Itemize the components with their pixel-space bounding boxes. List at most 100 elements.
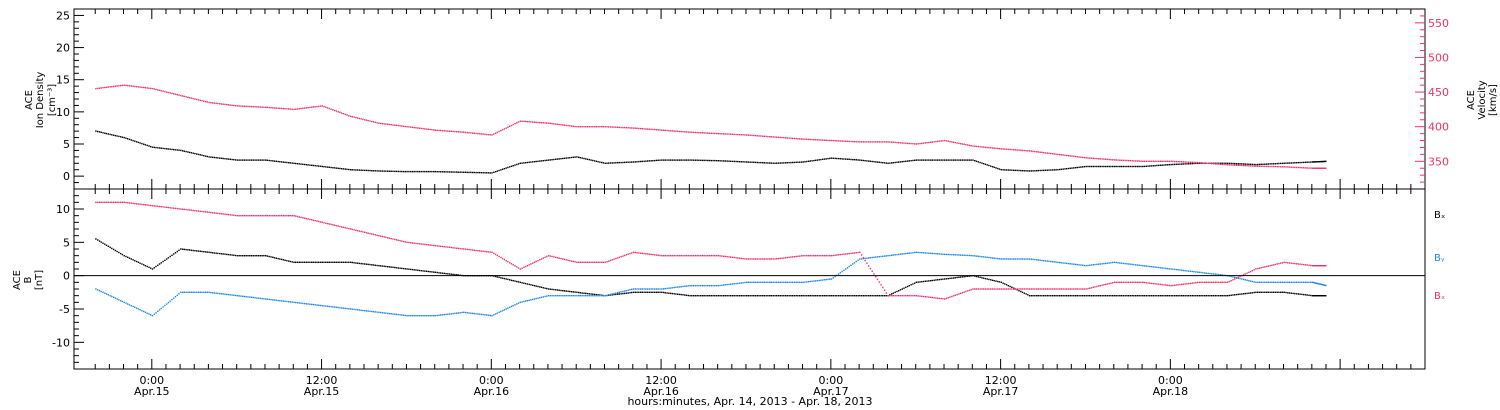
bz-point (328, 223, 330, 225)
density-point (813, 159, 815, 162)
density-point (843, 158, 845, 160)
bx-point (866, 295, 868, 297)
bz-point (731, 256, 734, 258)
bx-point (1219, 295, 1222, 297)
density-point (387, 170, 389, 172)
by-point (986, 256, 988, 258)
bx-point (1249, 292, 1252, 294)
velocity-point (578, 126, 580, 128)
velocity-point (392, 124, 394, 126)
by-point (694, 285, 697, 287)
velocity-point (689, 131, 691, 133)
bz-point (563, 258, 566, 261)
by-point (975, 255, 978, 257)
velocity-point (786, 137, 788, 139)
velocity-point (116, 85, 118, 87)
velocity-point (595, 126, 598, 128)
top-right-tick-label: 550 (1428, 17, 1449, 30)
by-point (105, 293, 108, 295)
by-point (981, 256, 983, 258)
velocity-point (891, 141, 893, 143)
bz-point (1219, 281, 1222, 283)
velocity-point (114, 85, 117, 87)
by-point (813, 280, 815, 282)
bz-point (1092, 286, 1094, 288)
bz-point (1103, 284, 1105, 286)
density-point (1085, 165, 1087, 168)
bx-point (325, 261, 327, 263)
velocity-point (1260, 165, 1262, 167)
velocity-point (1028, 150, 1031, 152)
density-point (427, 170, 430, 173)
bx-point (673, 293, 675, 295)
density-point (341, 168, 343, 170)
velocity-point (1011, 148, 1013, 151)
bz-point (1198, 281, 1201, 283)
bx-point (1018, 290, 1020, 292)
velocity-point (185, 96, 187, 98)
velocity-point (1195, 161, 1197, 164)
bx-point (590, 293, 592, 295)
bx-point (746, 295, 748, 297)
velocity-point (791, 137, 794, 140)
density-point (263, 159, 265, 161)
velocity-point (776, 136, 778, 138)
bx-point (512, 280, 514, 282)
bz-point (542, 257, 544, 259)
axes-layer: 0510152025350400450500550-10-505100:00Ap… (52, 8, 1449, 398)
velocity-point (217, 102, 219, 105)
bx-point (936, 279, 939, 281)
velocity-point (919, 142, 921, 145)
velocity-point (848, 140, 850, 143)
velocity-point (650, 128, 652, 131)
velocity-point (427, 128, 430, 130)
by-point (236, 295, 239, 297)
bx-point (806, 295, 808, 297)
velocity-point (563, 124, 566, 126)
bx-point (894, 291, 896, 293)
by-point (406, 315, 408, 317)
density-point (961, 159, 964, 161)
bx-point (988, 278, 990, 281)
velocity-point (1159, 160, 1162, 162)
bz-point (1016, 288, 1018, 290)
bz-point (1318, 265, 1321, 267)
by-point (1152, 266, 1155, 268)
bz-point (319, 221, 322, 223)
velocity-point (387, 123, 389, 125)
bz-point (786, 256, 788, 259)
density-point (332, 167, 334, 169)
bz-point (956, 293, 958, 296)
velocity-point (107, 86, 109, 88)
density-point (604, 162, 606, 164)
by-point (954, 254, 956, 256)
bx-point (544, 287, 546, 289)
density-point (922, 159, 925, 161)
velocity-point (227, 104, 230, 106)
by-point (882, 255, 884, 257)
velocity-point (876, 141, 879, 143)
bx-point (1228, 294, 1231, 297)
velocity-point (312, 106, 315, 108)
bx-point (353, 262, 355, 264)
bz-point (1081, 288, 1084, 290)
density-point (793, 161, 796, 164)
bz-point (629, 252, 631, 255)
velocity-point (1127, 159, 1130, 162)
bx-point (1315, 295, 1317, 297)
bx-point (809, 295, 811, 297)
density-point (413, 170, 415, 173)
velocity-point (623, 126, 626, 129)
by-point (1173, 268, 1176, 271)
density-point (1133, 165, 1135, 168)
bx-point (174, 252, 177, 254)
by-point (526, 300, 529, 302)
bz-point (1106, 283, 1109, 285)
density-point (1002, 169, 1004, 171)
bx-point (981, 277, 983, 279)
bz-point (807, 255, 810, 257)
by-point (723, 284, 725, 286)
density-point (351, 169, 353, 171)
bz-point (1170, 285, 1172, 287)
density-point (841, 158, 843, 160)
